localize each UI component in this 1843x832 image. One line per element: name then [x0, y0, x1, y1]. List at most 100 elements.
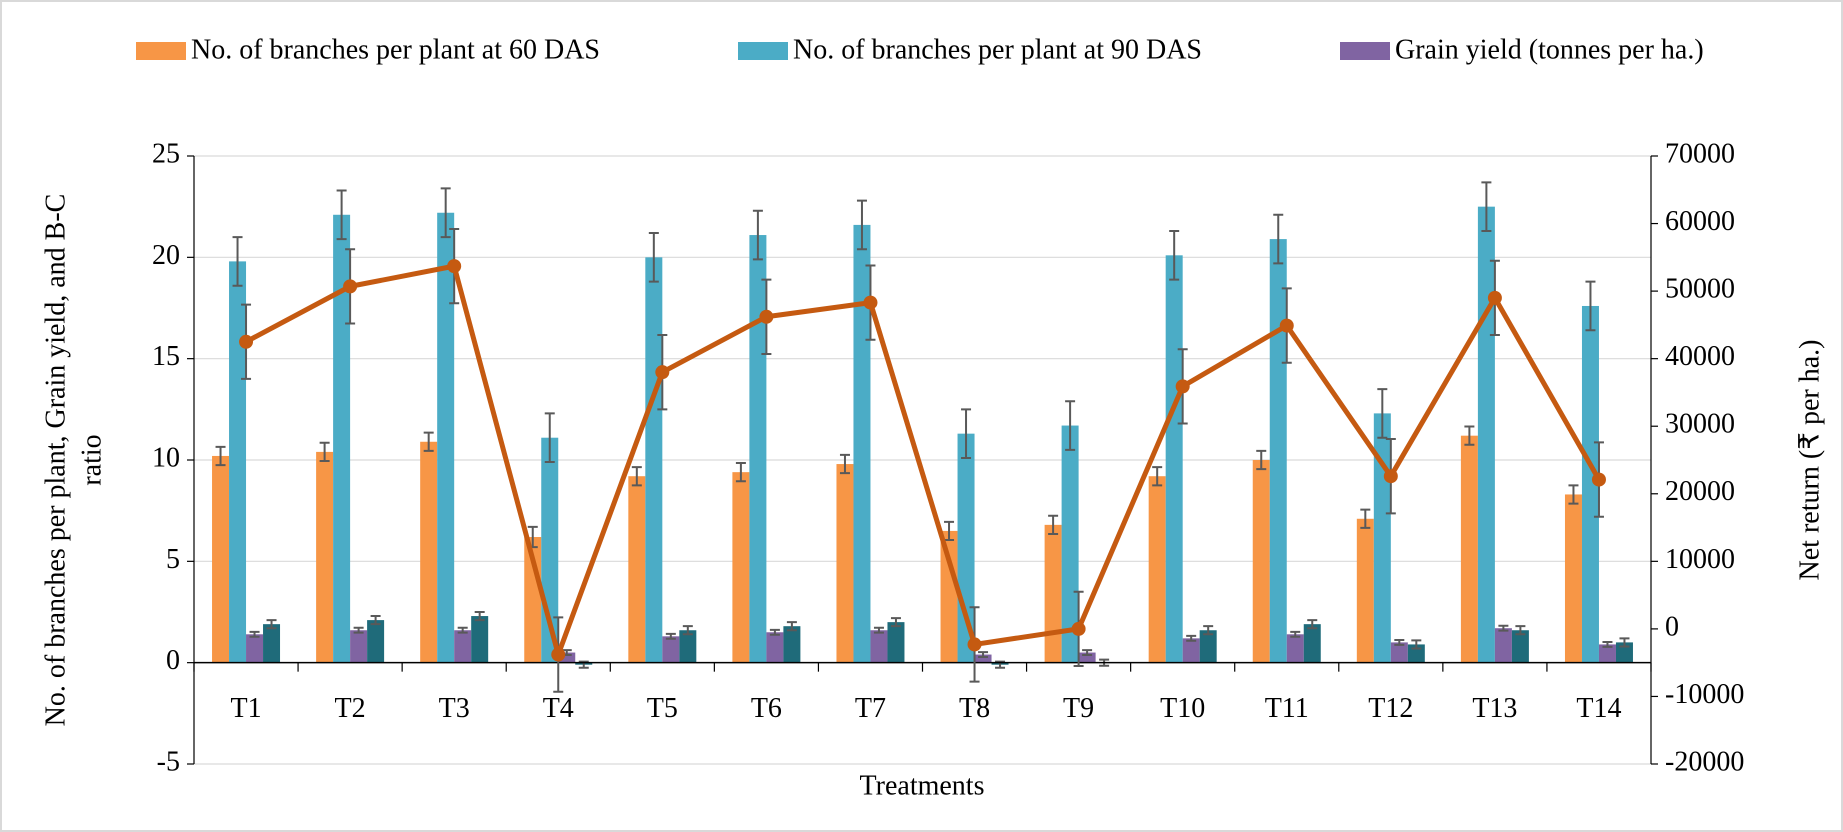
bar	[437, 212, 455, 663]
error-bar	[1065, 400, 1076, 451]
bar	[350, 630, 368, 663]
line-marker	[1175, 379, 1190, 394]
y2-tick-label: 40000	[1665, 341, 1735, 372]
error-bar	[1290, 630, 1301, 638]
x-tick-label: T8	[959, 693, 990, 724]
error-bar	[961, 408, 972, 459]
error-bar	[1394, 638, 1405, 646]
bar	[870, 630, 888, 663]
line-marker	[239, 334, 254, 349]
line-marker	[343, 279, 358, 294]
bar	[1390, 642, 1408, 663]
y2-tick-label: -10000	[1665, 679, 1744, 710]
bar	[1564, 494, 1582, 663]
error-bar	[1256, 449, 1267, 471]
y-tick-label: 20	[152, 240, 180, 271]
error-bar	[353, 626, 364, 634]
error-bar	[266, 619, 277, 630]
error-bar	[249, 630, 260, 638]
error-bar	[1619, 637, 1630, 648]
bar	[246, 634, 264, 663]
error-bar	[370, 615, 381, 626]
y-axis-label: No. of branches per plant, Grain yield, …	[40, 194, 71, 727]
bar	[1511, 630, 1529, 663]
line-marker	[863, 295, 878, 310]
bar	[1598, 644, 1616, 663]
bar	[1373, 413, 1391, 663]
y-tick-label: 10	[152, 442, 180, 473]
line-marker	[447, 259, 462, 274]
error-bar	[873, 626, 884, 634]
x-tick-label: T12	[1368, 693, 1413, 724]
bar	[1061, 425, 1079, 663]
y-tick-label: 5	[166, 544, 180, 575]
bar	[212, 455, 230, 663]
error-bar	[423, 431, 434, 452]
bar	[732, 472, 750, 663]
x-tick-label: T1	[230, 693, 261, 724]
bar	[783, 626, 801, 663]
y2-tick-label: 70000	[1665, 138, 1735, 169]
error-bar	[752, 209, 763, 261]
error-bar	[1186, 634, 1197, 642]
error-bar	[1273, 213, 1284, 265]
bar	[333, 214, 351, 663]
bar	[940, 530, 958, 663]
bar	[454, 630, 472, 663]
y-tick-label: 0	[166, 645, 180, 676]
legend-label: Grain yield (tonnes per ha.)	[1395, 34, 1704, 65]
bar	[1165, 255, 1183, 663]
y2-tick-label: -20000	[1665, 746, 1744, 777]
bar	[316, 451, 334, 663]
error-bar	[1360, 508, 1371, 529]
legend-label: No. of branches per plant at 90 DAS	[793, 34, 1202, 65]
bar	[1199, 630, 1217, 663]
x-tick-label: T6	[751, 693, 782, 724]
legend-swatch	[1340, 42, 1390, 60]
error-bar	[665, 632, 676, 640]
bar	[766, 632, 784, 663]
bar	[558, 652, 576, 663]
error-bar	[1048, 514, 1059, 535]
y2-tick-label: 0	[1665, 611, 1679, 642]
error-bar	[1169, 229, 1180, 281]
x-tick-label: T2	[335, 693, 366, 724]
error-bar	[890, 617, 901, 628]
bar	[1286, 634, 1304, 663]
bar	[1044, 524, 1062, 663]
bar	[853, 224, 871, 663]
bar	[645, 257, 663, 663]
legend-label: No. of branches per plant at 60 DAS	[191, 34, 600, 65]
x-tick-label: T14	[1576, 693, 1621, 724]
y-tick-label: 15	[152, 341, 180, 372]
line-marker	[551, 647, 566, 662]
line-marker	[1279, 318, 1294, 333]
bar	[974, 654, 992, 663]
error-bar	[1082, 649, 1093, 656]
bar	[229, 261, 247, 663]
error-bar	[978, 651, 989, 658]
bar	[1494, 628, 1512, 663]
error-bar	[735, 462, 746, 483]
error-bar	[336, 189, 347, 241]
error-bar	[1307, 619, 1318, 630]
x-tick-label: T10	[1160, 693, 1205, 724]
error-bar	[648, 232, 659, 283]
x-tick-label: T13	[1472, 693, 1517, 724]
x-tick-label: T11	[1265, 693, 1309, 724]
y2-tick-label: 60000	[1665, 206, 1735, 237]
bar	[679, 630, 697, 663]
error-bar	[839, 453, 850, 475]
x-tick-label: T3	[439, 693, 470, 724]
legend-swatch	[136, 42, 186, 60]
error-bar	[1203, 625, 1214, 636]
bar	[367, 620, 385, 663]
x-tick-label: T7	[855, 693, 886, 724]
line-marker	[655, 365, 670, 380]
y2-tick-label: 30000	[1665, 409, 1735, 440]
bar	[1078, 652, 1096, 663]
error-bar	[631, 466, 642, 487]
legend-swatch	[738, 42, 788, 60]
